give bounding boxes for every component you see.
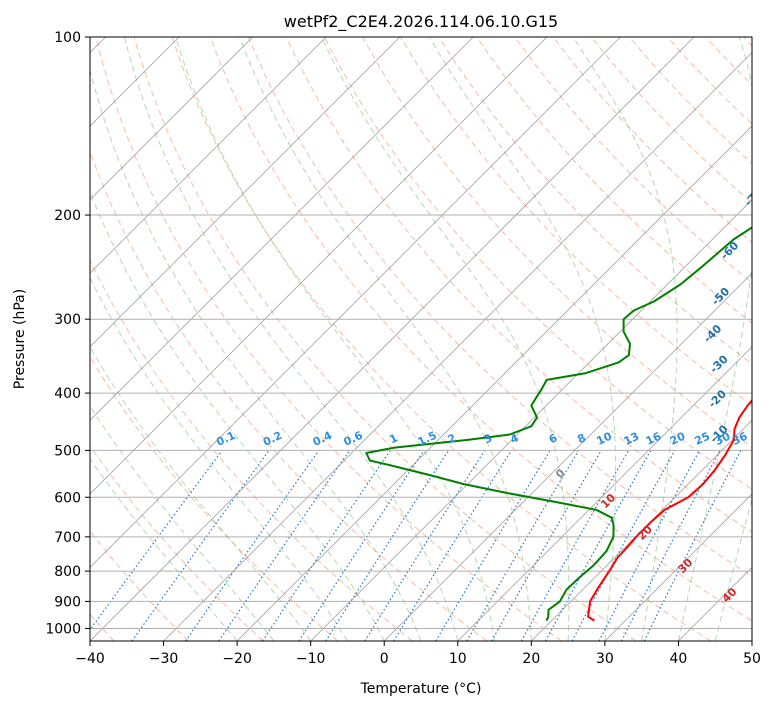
y-tick-label: 900 (54, 594, 81, 610)
y-tick-label: 500 (54, 443, 81, 459)
y-tick-label: 400 (54, 386, 81, 402)
y-tick-label: 300 (54, 312, 81, 328)
y-axis-title: Pressure (hPa) (12, 289, 28, 389)
x-tick-label: −20 (222, 651, 252, 667)
y-tick-label: 700 (54, 530, 81, 546)
y-tick-label: 600 (54, 490, 81, 506)
isotherm-line (752, 37, 775, 641)
y-tick-label: 800 (54, 564, 81, 580)
x-tick-label: 10 (449, 651, 467, 667)
y-tick-label: 100 (54, 30, 81, 46)
x-tick-label: −40 (75, 651, 105, 667)
plot-area: -100-90-80-70-60-50-40-30-20-10010203040… (0, 37, 775, 641)
x-tick-label: 0 (380, 651, 389, 667)
x-tick-label: 40 (670, 651, 688, 667)
y-tick-label: 1000 (45, 621, 81, 637)
x-tick-label: 30 (596, 651, 614, 667)
x-tick-label: 20 (522, 651, 540, 667)
dry-adiabat-label: -100 (770, 42, 775, 71)
x-tick-label: −30 (149, 651, 179, 667)
dry-adiabat-label: -80 (769, 129, 775, 152)
y-tick-label: 200 (54, 208, 81, 224)
x-tick-label: −10 (296, 651, 326, 667)
x-tick-label: 50 (743, 651, 761, 667)
chart-title: wetPf2_C2E4.2026.114.06.10.G15 (284, 12, 558, 32)
x-axis-title: Temperature (°C) (360, 681, 482, 697)
plot-background (90, 37, 752, 641)
